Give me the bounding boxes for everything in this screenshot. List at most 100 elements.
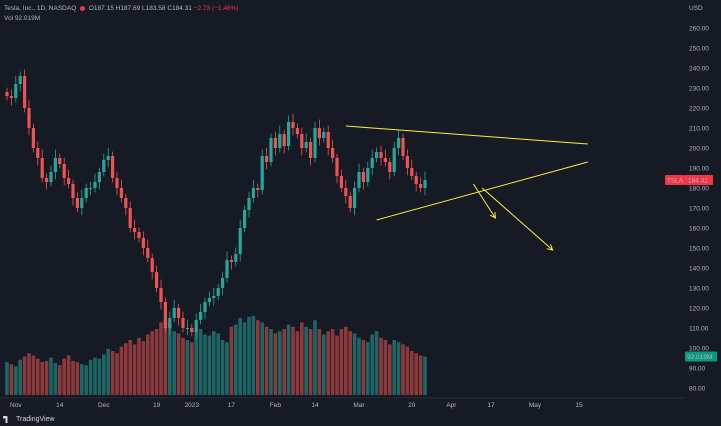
volume-bar xyxy=(260,322,264,395)
candle-body xyxy=(282,134,286,146)
x-tick-label: 14 xyxy=(56,402,64,409)
symbol-title[interactable]: Tesla, Inc., 1D, NASDAQ xyxy=(4,5,77,12)
volume-bar xyxy=(181,337,185,395)
candle-body xyxy=(317,128,321,138)
candle-body xyxy=(146,248,150,258)
volume-bar xyxy=(423,356,427,395)
x-tick-label: 20 xyxy=(408,402,416,409)
candle-body xyxy=(40,158,44,178)
volume-legend: Vol 92.019M xyxy=(4,15,41,22)
volume-bar xyxy=(5,362,9,395)
candle-body xyxy=(18,76,22,84)
candle-body xyxy=(111,156,115,178)
chart-header: Tesla, Inc., 1D, NASDAQ O187.15 H187.69 … xyxy=(4,4,239,24)
y-tick-label: 160.00 xyxy=(689,226,709,233)
volume-bar xyxy=(168,323,172,395)
candle-body xyxy=(339,176,343,188)
candle-body xyxy=(155,272,159,288)
volume-bar xyxy=(137,337,141,395)
volume-bar xyxy=(308,329,313,395)
candle-body xyxy=(163,302,167,328)
volume-bar xyxy=(44,360,49,395)
volume-bar xyxy=(357,337,361,395)
candle-body xyxy=(353,188,357,208)
volume-bar xyxy=(322,334,326,395)
volume-value-label: 92.019M xyxy=(687,354,712,361)
volume-bar xyxy=(194,331,198,395)
y-tick-label: 80.00 xyxy=(689,386,706,393)
candle-body xyxy=(229,260,233,262)
volume-bar xyxy=(392,340,396,395)
tradingview-logo[interactable]: TradingView xyxy=(3,416,55,423)
volume-bar xyxy=(374,331,379,395)
candle-body xyxy=(133,228,137,232)
volume-bar xyxy=(49,357,53,395)
x-tick-label: Mar xyxy=(353,402,365,409)
brand-label: TradingView xyxy=(16,416,55,423)
candle-body xyxy=(31,128,35,148)
volume-bar xyxy=(339,329,344,395)
candle-body xyxy=(62,164,66,178)
volume-bar xyxy=(71,360,75,395)
candle-body xyxy=(278,134,282,148)
x-tick-label: 17 xyxy=(228,402,236,409)
volume-bar xyxy=(282,329,286,395)
candle-body xyxy=(150,258,154,272)
volume-bar xyxy=(383,340,388,395)
candle-body xyxy=(58,158,62,164)
y-tick-label: 130.00 xyxy=(689,286,709,293)
candle-body xyxy=(309,142,313,158)
y-tick-label: 250.00 xyxy=(689,46,709,53)
candle-body xyxy=(335,158,339,176)
x-tick-label: Feb xyxy=(270,402,282,409)
candle-body xyxy=(379,152,383,158)
candle-body xyxy=(366,168,370,182)
price-axis xyxy=(685,0,721,398)
volume-bar xyxy=(31,355,36,395)
candle-body xyxy=(375,152,379,158)
candle-body xyxy=(75,198,79,208)
volume-bar xyxy=(110,351,115,395)
volume-bar xyxy=(300,322,304,395)
volume-bar xyxy=(247,316,251,395)
candle-body xyxy=(225,260,229,278)
volume-bar xyxy=(88,359,93,395)
candle-body xyxy=(331,148,335,158)
candle-body xyxy=(177,308,181,318)
candle-body xyxy=(93,182,97,188)
volume-bar xyxy=(176,333,181,395)
candle-body xyxy=(71,184,75,198)
candle-body xyxy=(102,160,106,172)
candle-body xyxy=(27,108,31,128)
candle-body xyxy=(287,122,291,146)
volume-bar xyxy=(185,340,190,395)
y-tick-label: 190.00 xyxy=(689,166,709,173)
volume-bar xyxy=(352,333,357,395)
trendline xyxy=(481,187,553,251)
volume-bar xyxy=(317,329,322,395)
candle-body xyxy=(9,96,13,98)
volume-bar xyxy=(80,364,84,395)
volume-bar xyxy=(388,344,392,395)
volume-bar xyxy=(198,329,203,395)
candle-body xyxy=(97,172,101,182)
candle-body xyxy=(370,158,374,168)
y-tick-label: 260.00 xyxy=(689,26,709,33)
volume-bar xyxy=(410,351,414,395)
candle-body xyxy=(295,128,299,134)
volume-bar xyxy=(102,354,106,395)
volume-bar xyxy=(190,342,194,395)
candle-body xyxy=(53,158,57,172)
volume-bar xyxy=(97,358,102,395)
candle-body xyxy=(5,92,9,96)
candle-body xyxy=(221,278,225,288)
candle-body xyxy=(128,208,132,228)
volume-bar xyxy=(361,340,366,395)
volume-bar xyxy=(216,333,220,395)
volume-bar xyxy=(66,355,71,395)
volume-bar xyxy=(124,343,128,395)
volume-bar xyxy=(128,340,132,395)
candle-body xyxy=(203,302,207,312)
candle-body xyxy=(410,168,414,176)
